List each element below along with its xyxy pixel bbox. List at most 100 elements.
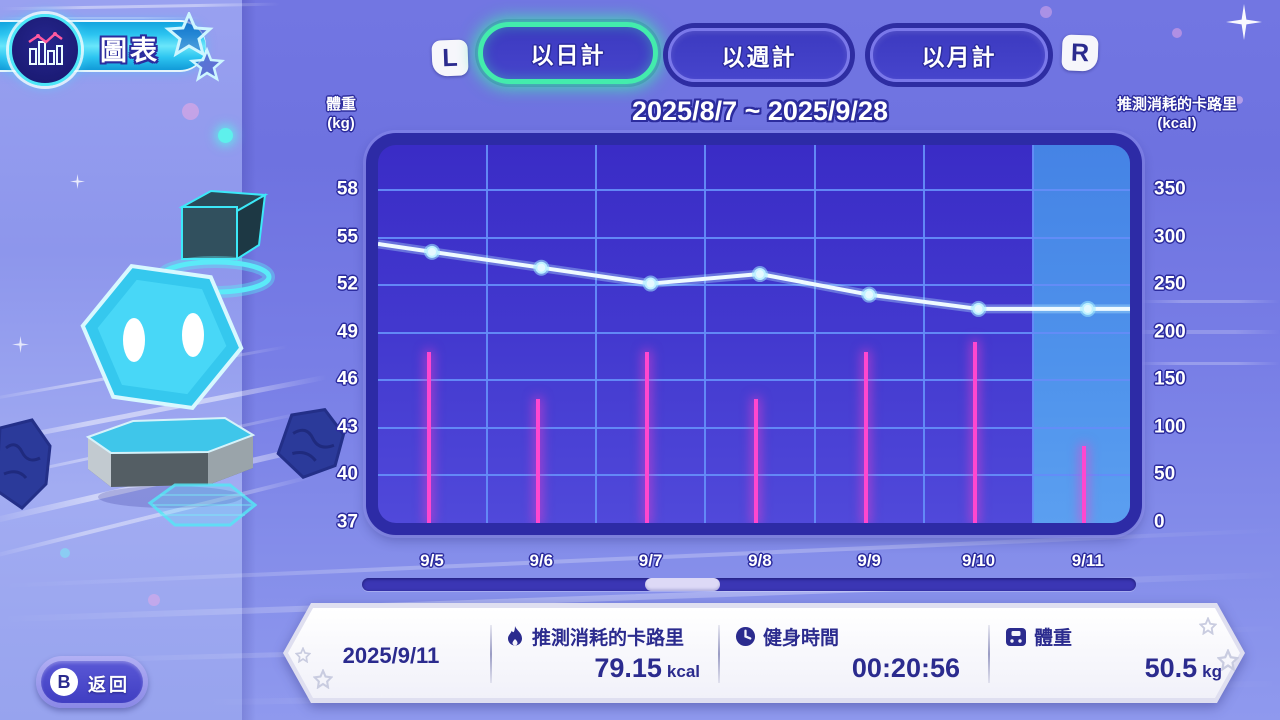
left-axis-title: 體重 (kg) [325, 96, 356, 132]
x-axis-label: 9/5 [420, 551, 444, 570]
floor-streak [0, 17, 200, 19]
back-button-label: 返回 [88, 675, 130, 695]
gridline [922, 145, 925, 523]
gridline [594, 145, 597, 523]
weight-label: 體重 [1034, 628, 1073, 649]
sparkle-star-icon [12, 336, 29, 353]
right-tick-label: 50 [1154, 463, 1176, 485]
tab-weekly[interactable]: 以週計 [668, 28, 850, 82]
scale-icon [1006, 627, 1026, 646]
gem-decoration [0, 418, 52, 510]
panel-divider [490, 625, 492, 683]
weight-value: 50.5 kg [1144, 653, 1222, 683]
plot-area [378, 145, 1130, 523]
panel-star-icon [313, 669, 333, 689]
l-shoulder-button[interactable]: L [431, 39, 469, 77]
tab-monthly[interactable]: 以月計 [870, 28, 1048, 82]
right-tick-label: 100 [1154, 416, 1186, 438]
gridline [378, 331, 1130, 334]
bokeh-dot [148, 594, 160, 606]
left-tick-label: 58 [336, 178, 358, 200]
scrollbar-thumb[interactable] [644, 578, 721, 591]
bokeh-dot [1235, 96, 1243, 104]
left-tick-label: 40 [336, 463, 358, 485]
panel-divider [718, 625, 720, 683]
workout-time-label-row: 健身時間 [735, 623, 839, 650]
panel-star-icon [295, 647, 311, 663]
weight-label-row: 體重 [1005, 623, 1072, 650]
floor-streak [1135, 362, 1280, 365]
left-tick-label: 55 [336, 226, 358, 248]
detail-panel: 2025/9/11 推測消耗的卡路里 79.15 kcal 健身時間 00:20:… [283, 603, 1245, 703]
x-axis-label: 9/7 [638, 551, 663, 570]
gridline [378, 474, 1130, 477]
floor-streak [1140, 300, 1280, 303]
x-axis-label: 9/11 [1071, 551, 1104, 570]
left-tick-label: 43 [336, 416, 358, 438]
gridline [1032, 145, 1035, 523]
background-edge [242, 0, 256, 720]
weight-line [378, 239, 1130, 317]
gridline [378, 426, 1130, 429]
bokeh-dot [60, 548, 70, 558]
tab-daily-label: 以日計 [530, 42, 606, 68]
left-tick-label: 49 [336, 321, 358, 343]
calories-label: 推測消耗的卡路里 [532, 628, 685, 649]
sparkle-star-icon [1226, 4, 1262, 40]
flame-icon [508, 625, 522, 645]
x-axis-label: 9/8 [748, 551, 772, 570]
workout-time-label: 健身時間 [763, 628, 840, 649]
right-axis-title: 推測消耗的卡路里 (kcal) [1116, 96, 1237, 132]
panel-divider [988, 625, 990, 683]
scrollbar-track[interactable] [362, 578, 1136, 591]
right-tick-label: 150 [1154, 368, 1186, 390]
chart-icon [9, 14, 81, 86]
gridline [704, 145, 707, 523]
highlighted-day-column [1033, 145, 1130, 523]
gridline [813, 145, 816, 523]
gridline [378, 284, 1130, 287]
right-tick-label: 250 [1154, 273, 1186, 295]
date-range: 2025/8/7 ~ 2025/9/28 [632, 96, 888, 126]
right-tick-label: 200 [1154, 321, 1186, 343]
mascot-robot [80, 189, 275, 527]
b-key-icon: B [50, 668, 78, 696]
tab-daily[interactable]: 以日計 [478, 22, 658, 84]
r-shoulder-button[interactable]: R [1061, 34, 1099, 72]
bokeh-dot [1172, 28, 1182, 38]
sparkle-star-icon [70, 174, 85, 189]
gem-decoration [276, 407, 346, 479]
right-tick-label: 350 [1154, 178, 1186, 200]
selected-date: 2025/9/11 [342, 643, 440, 668]
back-button[interactable]: B 返回 [36, 656, 148, 708]
gridline [485, 145, 488, 523]
floor-streak [1130, 330, 1280, 334]
clock-icon [735, 626, 756, 647]
left-tick-label: 37 [336, 511, 358, 533]
gridline [378, 189, 1130, 191]
right-tick-label: 0 [1154, 511, 1165, 533]
chart-frame [366, 133, 1142, 535]
detail-panel-surface [288, 608, 1240, 698]
page-title: 圖表 [100, 36, 160, 66]
x-axis-label: 9/9 [857, 551, 882, 570]
gridline [378, 379, 1130, 382]
tab-monthly-label: 以月計 [921, 44, 997, 70]
left-tick-label: 52 [336, 273, 358, 295]
x-axis-label: 9/6 [529, 551, 554, 570]
workout-time-value: 00:20:56 [851, 653, 960, 683]
left-tick-label: 46 [336, 368, 358, 390]
gridline [378, 236, 1130, 239]
bokeh-dot [218, 128, 233, 143]
x-axis-label: 9/10 [961, 551, 996, 570]
panel-star-icon [1217, 649, 1239, 671]
star-decoration-icon [164, 12, 226, 82]
calories-value: 79.15 kcal [594, 653, 700, 683]
bokeh-dot [1040, 6, 1052, 18]
calories-label-row: 推測消耗的卡路里 [505, 623, 684, 650]
panel-star-icon [1199, 617, 1217, 635]
right-tick-label: 300 [1154, 226, 1186, 248]
bokeh-dot [182, 103, 199, 120]
tab-weekly-label: 以週計 [721, 44, 797, 70]
